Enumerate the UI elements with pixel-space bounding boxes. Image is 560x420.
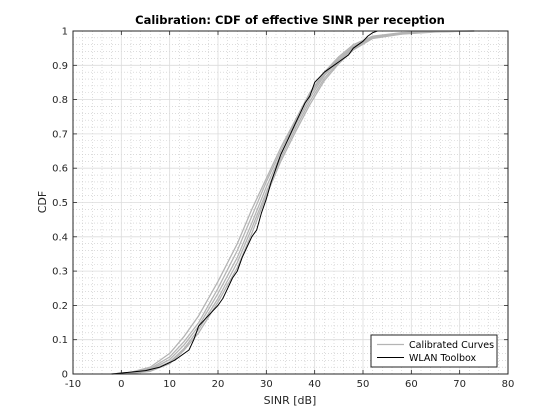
- y-tick-label: 0: [62, 370, 68, 381]
- y-tick-label: 0.7: [52, 129, 68, 140]
- y-tick-label: 0.4: [52, 232, 68, 243]
- x-tick-label: -10: [65, 379, 81, 390]
- series-line-calibrated-2: [111, 30, 475, 375]
- y-tick-label: 0.8: [52, 95, 68, 106]
- y-tick-label: 0.3: [52, 267, 68, 278]
- x-tick-label: 20: [212, 379, 225, 390]
- x-axis-label: SINR [dB]: [264, 394, 317, 407]
- y-axis-label: CDF: [36, 191, 49, 213]
- legend-label-wlan: WLAN Toolbox: [409, 353, 477, 364]
- x-tick-label: 30: [260, 379, 273, 390]
- series-line-calibrated-0: [111, 30, 475, 375]
- x-tick-label: 40: [308, 379, 321, 390]
- tick-labels: -10 0 10 20 30 40 50 60 70 8000.10.20.30.40.50.60…: [52, 27, 514, 391]
- x-tick-label: 0: [118, 379, 124, 390]
- legend: Calibrated Curves WLAN Toolbox: [370, 334, 498, 368]
- x-tick-label: 60: [405, 379, 418, 390]
- x-tick-label: 50: [357, 379, 370, 390]
- y-tick-label: 0.5: [52, 198, 68, 209]
- legend-box: [370, 334, 498, 368]
- y-tick-label: 0.1: [52, 335, 68, 346]
- y-tick-label: 1: [62, 27, 68, 38]
- legend-label-calibrated: Calibrated Curves: [409, 340, 494, 351]
- y-tick-label: 0.9: [52, 61, 68, 72]
- chart-title: Calibration: CDF of effective SINR per r…: [135, 13, 445, 27]
- series-line-calibrated-1: [111, 30, 475, 375]
- x-tick-label: 10: [163, 379, 176, 390]
- axes-frame: [72, 30, 509, 375]
- x-tick-label: 70: [453, 379, 466, 390]
- y-tick-label: 0.6: [52, 164, 68, 175]
- y-tick-label: 0.2: [52, 301, 68, 312]
- series-layer: [111, 30, 475, 375]
- series-line-wlan-toolbox: [111, 30, 378, 375]
- x-tick-label: 80: [502, 379, 515, 390]
